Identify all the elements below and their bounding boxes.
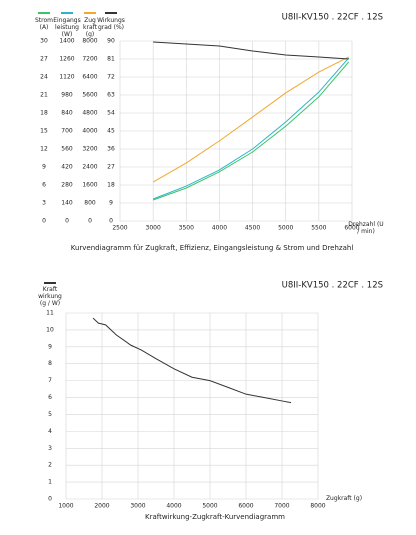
- chart-caption: Kurvendiagramm für Zugkraft, Effizienz, …: [71, 244, 354, 252]
- y-tick-label: 21: [40, 92, 48, 99]
- legend-swatch: [84, 12, 96, 14]
- y-tick-label: 0: [109, 218, 113, 225]
- y-tick-label: 72: [107, 74, 115, 81]
- y-tick-label: 36: [107, 146, 115, 153]
- legend-swatch: [38, 12, 50, 14]
- x-tick-label: 8000: [310, 503, 325, 510]
- x-axis-label: Drehzahl (U / min): [348, 221, 384, 235]
- x-tick-label: 7000: [274, 503, 289, 510]
- x-tick-label: 4000: [212, 225, 227, 232]
- series-line: [152, 56, 349, 183]
- y-tick-label: 1120: [59, 74, 74, 81]
- legend-swatch: [61, 12, 73, 14]
- y-tick-label: 280: [61, 182, 73, 189]
- x-tick-label: 5000: [202, 503, 217, 510]
- y-tick-label: 1: [48, 479, 52, 486]
- y-tick-label: 0: [42, 218, 46, 225]
- y-tick-label: 63: [107, 92, 115, 99]
- y-tick-label: 0: [88, 218, 92, 225]
- chart-title: U8II-KV150 . 22CF . 12S: [282, 281, 383, 291]
- y-tick-label: 4000: [82, 128, 97, 135]
- axis-header: Kraft wirkung (g / W): [38, 286, 62, 307]
- x-tick-label: 6000: [238, 503, 253, 510]
- y-tick-label: 3200: [82, 146, 97, 153]
- y-tick-label: 27: [40, 56, 48, 63]
- y-tick-label: 9: [42, 164, 46, 171]
- y-tick-label: 54: [107, 110, 115, 117]
- y-tick-label: 9: [109, 200, 113, 207]
- y-tick-label: 81: [107, 56, 115, 63]
- y-tick-label: 11: [46, 310, 54, 317]
- y-tick-label: 6: [48, 394, 52, 401]
- axis-header: Zug kraft (g): [83, 17, 97, 38]
- y-tick-label: 840: [61, 110, 73, 117]
- y-tick-label: 980: [61, 92, 73, 99]
- y-tick-label: 4: [48, 428, 52, 435]
- axis-header: Strom (A): [34, 17, 54, 31]
- y-tick-label: 0: [65, 218, 69, 225]
- y-tick-label: 18: [107, 182, 115, 189]
- y-tick-label: 6: [42, 182, 46, 189]
- y-tick-label: 90: [107, 38, 115, 45]
- x-tick-label: 5000: [278, 225, 293, 232]
- y-tick-label: 30: [40, 38, 48, 45]
- x-tick-label: 3000: [146, 225, 161, 232]
- y-tick-label: 140: [61, 200, 73, 207]
- chart-title: U8II-KV150 . 22CF . 12S: [282, 13, 383, 23]
- y-tick-label: 24: [40, 74, 48, 81]
- y-tick-label: 560: [61, 146, 73, 153]
- y-tick-label: 3: [42, 200, 46, 207]
- y-tick-label: 1600: [82, 182, 97, 189]
- y-tick-label: 6400: [82, 74, 97, 81]
- y-tick-label: 27: [107, 164, 115, 171]
- y-tick-label: 15: [40, 128, 48, 135]
- series-line: [152, 61, 350, 201]
- y-tick-label: 4800: [82, 110, 97, 117]
- x-tick-label: 2500: [112, 225, 127, 232]
- y-tick-label: 700: [61, 128, 73, 135]
- x-tick-label: 4000: [166, 503, 181, 510]
- x-tick-label: 2000: [94, 503, 109, 510]
- series-line: [92, 317, 292, 404]
- y-tick-label: 2400: [82, 164, 97, 171]
- y-tick-label: 7200: [82, 56, 97, 63]
- y-tick-label: 5: [48, 411, 52, 418]
- axis-header: Wirkungs grad (%): [97, 17, 125, 31]
- legend-swatch: [105, 12, 117, 14]
- x-tick-label: 3000: [130, 503, 145, 510]
- y-tick-label: 12: [40, 146, 48, 153]
- x-axis-label: Zugkraft (g): [325, 495, 363, 502]
- y-tick-label: 1260: [59, 56, 74, 63]
- y-tick-label: 2: [48, 462, 52, 469]
- y-tick-label: 18: [40, 110, 48, 117]
- x-tick-label: 6000: [344, 225, 359, 232]
- series-line: [152, 57, 350, 200]
- y-tick-label: 9: [48, 343, 52, 350]
- y-tick-label: 7: [48, 377, 52, 384]
- series-line: [153, 41, 349, 60]
- y-tick-label: 420: [61, 164, 73, 171]
- x-tick-label: 4500: [245, 225, 260, 232]
- chart-caption: Kraftwirkung-Zugkraft-Kurvendiagramm: [145, 513, 285, 521]
- x-tick-label: 3500: [179, 225, 194, 232]
- y-tick-label: 8000: [82, 38, 97, 45]
- x-tick-label: 5500: [311, 225, 326, 232]
- y-tick-label: 0: [48, 496, 52, 503]
- y-tick-label: 10: [46, 326, 54, 333]
- y-tick-label: 800: [84, 200, 96, 207]
- x-tick-label: 1000: [58, 503, 73, 510]
- y-tick-label: 45: [107, 128, 115, 135]
- y-tick-label: 8: [48, 360, 52, 367]
- y-tick-label: 1400: [59, 38, 74, 45]
- legend-swatch: [44, 282, 56, 284]
- axis-header: Eingangs leistung (W): [53, 17, 81, 38]
- y-tick-label: 3: [48, 445, 52, 452]
- y-tick-label: 5600: [82, 92, 97, 99]
